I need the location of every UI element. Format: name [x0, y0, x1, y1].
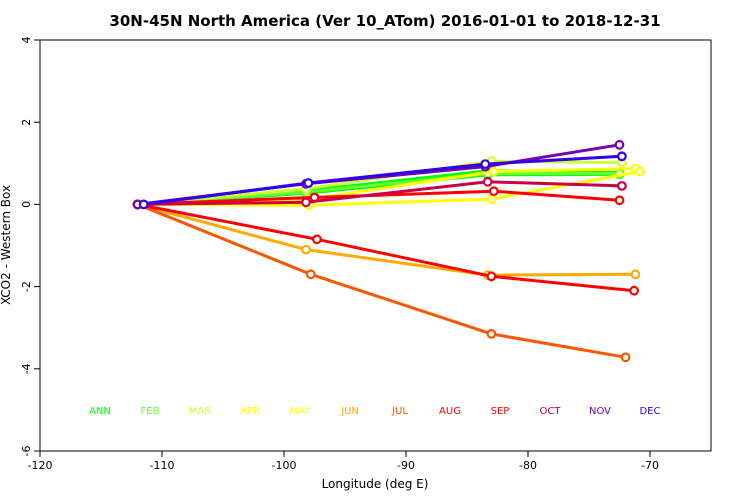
legend-entry: AUG	[439, 406, 461, 417]
x-tick-label: -70	[641, 459, 659, 472]
data-point	[305, 269, 316, 280]
series-layer	[132, 139, 646, 363]
legend: ANN FEB MAR APR MAY JUN JUL AUG SEP OCT NOV DEC	[89, 406, 660, 417]
x-tick-label: -100	[272, 459, 297, 472]
series-line	[137, 189, 620, 206]
series-jun	[132, 199, 641, 281]
series-dec	[138, 151, 627, 210]
axes: -120 -110 -100 -90 -80 -70 -6 -4 -2 0 2 4	[20, 37, 659, 473]
data-point	[303, 178, 314, 188]
data-point	[617, 151, 627, 162]
data-point	[488, 166, 499, 177]
legend-entry: DEC	[639, 406, 660, 417]
data-point	[620, 352, 631, 363]
series-line	[137, 202, 635, 293]
plot-frame	[39, 39, 712, 452]
legend-entry: JUL	[391, 406, 408, 417]
data-point	[629, 285, 639, 296]
legend-entry: JUN	[340, 406, 359, 417]
data-point	[614, 195, 625, 206]
y-axis-label: XCO2 - Western Box	[0, 185, 13, 305]
y-tick-label: -2	[20, 281, 33, 292]
y-tick-label: 2	[20, 119, 33, 126]
x-tick-label: -110	[150, 459, 175, 472]
series-line	[143, 154, 622, 206]
data-point	[486, 271, 497, 282]
y-tick-label: 4	[20, 37, 33, 44]
legend-entry: OCT	[540, 406, 562, 417]
legend-entry: APR	[240, 406, 260, 417]
legend-entry: NOV	[589, 406, 611, 417]
legend-entry: MAR	[189, 406, 211, 417]
legend-entry: ANN	[89, 406, 111, 417]
data-point	[482, 176, 493, 187]
x-tick-label: -80	[519, 459, 537, 472]
legend-entry: SEP	[491, 406, 510, 417]
data-point	[486, 194, 497, 205]
series-line	[137, 172, 620, 206]
data-point	[138, 199, 149, 210]
legend-entry: FEB	[141, 406, 160, 417]
y-tick-label: -6	[20, 446, 33, 457]
x-tick-label: -90	[397, 459, 415, 472]
series-line	[137, 180, 622, 206]
legend-entry: MAY	[290, 406, 312, 417]
y-tick-label: -4	[20, 363, 33, 374]
x-tick-label: -120	[28, 459, 53, 472]
data-point	[486, 329, 497, 339]
series-line	[137, 203, 626, 359]
x-axis-label: Longitude (deg E)	[322, 477, 429, 491]
data-point	[635, 166, 646, 177]
data-point	[301, 244, 311, 255]
y-tick-label: 0	[20, 201, 33, 208]
series-line	[137, 202, 636, 277]
data-point	[480, 159, 491, 170]
data-point	[614, 139, 625, 150]
series-aug	[132, 199, 639, 296]
data-point	[617, 180, 627, 191]
data-point	[301, 197, 311, 208]
data-point	[312, 234, 322, 245]
chart-title: 30N-45N North America (Ver 10_ATom) 2016…	[109, 12, 660, 30]
data-point	[488, 186, 499, 197]
data-point	[630, 269, 641, 280]
